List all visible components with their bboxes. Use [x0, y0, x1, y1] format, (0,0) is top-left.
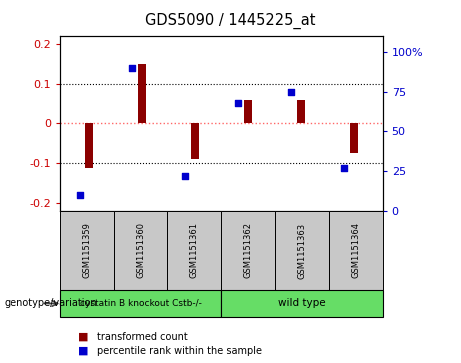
Point [182, 173, 189, 179]
Bar [138, 64, 146, 123]
Text: cystatin B knockout Cstb-/-: cystatin B knockout Cstb-/- [80, 299, 201, 308]
Point [129, 65, 136, 71]
Text: GSM1151362: GSM1151362 [244, 223, 253, 278]
Text: GSM1151363: GSM1151363 [297, 223, 307, 278]
Point [76, 192, 83, 197]
Text: genotype/variation: genotype/variation [5, 298, 97, 309]
Text: ■: ■ [78, 346, 89, 356]
Bar [244, 100, 252, 123]
Point [340, 165, 348, 171]
Text: GSM1151359: GSM1151359 [83, 223, 91, 278]
Bar [297, 100, 305, 123]
Text: transformed count: transformed count [97, 331, 188, 342]
Bar [85, 123, 93, 168]
Text: GSM1151364: GSM1151364 [351, 223, 360, 278]
Text: GSM1151360: GSM1151360 [136, 223, 145, 278]
Bar [349, 123, 357, 153]
Point [287, 89, 295, 95]
Text: GSM1151361: GSM1151361 [190, 223, 199, 278]
Text: wild type: wild type [278, 298, 326, 309]
Text: GDS5090 / 1445225_at: GDS5090 / 1445225_at [145, 13, 316, 29]
Point [235, 100, 242, 106]
Text: ■: ■ [78, 331, 89, 342]
Text: percentile rank within the sample: percentile rank within the sample [97, 346, 262, 356]
Bar [191, 123, 199, 159]
